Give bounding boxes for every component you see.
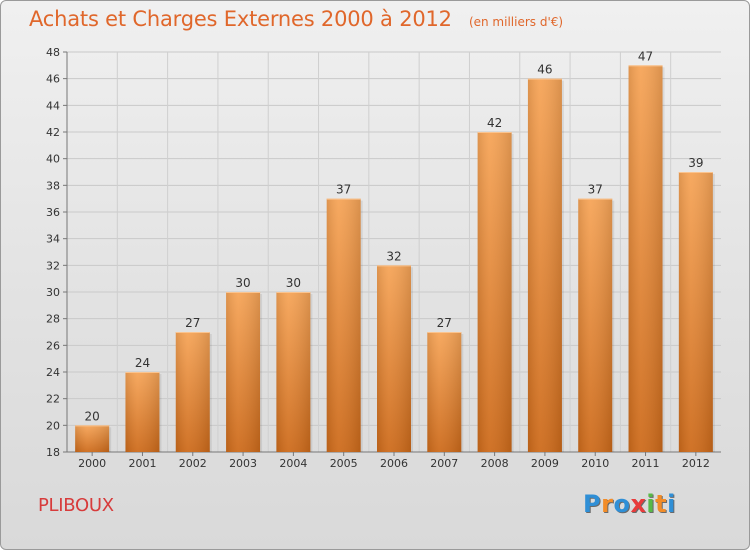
chart-unit-label: (en milliers d'€) [468,15,564,29]
logo-letter: t [655,490,668,518]
data-label: 39 [688,156,703,170]
bar-shading [477,132,512,452]
x-tick-label: 2002 [179,457,207,470]
x-tick-label: 2006 [380,457,408,470]
bar-shading [175,332,210,452]
data-label: 37 [336,183,351,197]
y-tick-label: 28 [46,313,60,326]
x-tick-label: 2008 [481,457,509,470]
x-tick-label: 2003 [229,457,257,470]
y-tick-label: 20 [46,419,60,432]
logo-letter: r [601,490,614,518]
bar-shading [276,292,311,452]
y-tick-label: 32 [46,259,60,272]
labels: 18 20 22 24 26 28 30 32 34 36 38 40 42 44 46 48 20 2000 24… [46,46,710,470]
y-tick-label: 48 [46,46,60,59]
y-tick-label: 36 [46,206,60,219]
bar-shading [75,425,110,452]
data-label: 20 [85,409,100,423]
y-tick-label: 30 [46,286,60,299]
y-tick-label: 44 [46,99,60,112]
x-tick-label: 2000 [78,457,106,470]
x-tick-label: 2007 [430,457,458,470]
y-tick-label: 38 [46,179,60,192]
proxiti-logo: Proxiti [583,490,676,518]
chart-title: Achats et Charges Externes 2000 à 2012 [29,7,452,31]
data-label: 37 [588,183,603,197]
bar-shading [427,332,462,452]
data-label: 42 [487,116,502,130]
data-label: 30 [286,276,301,290]
location-label: PLIBOUX [38,495,114,516]
logo-letter: x [630,490,647,518]
y-tick-label: 24 [46,366,60,379]
y-tick-label: 34 [46,233,60,246]
y-tick-label: 40 [46,153,60,166]
logo-letter: i [667,490,676,518]
bar-shading [326,198,361,452]
data-label: 30 [235,276,250,290]
logo-letter: o [613,490,631,518]
y-tick-label: 46 [46,73,60,86]
logo-letter: P [583,490,602,518]
y-tick-label: 18 [46,446,60,459]
x-tick-label: 2004 [279,457,307,470]
x-tick-label: 2005 [330,457,358,470]
bars [75,65,715,453]
bar-shading [226,292,261,452]
logo-letter: i [646,490,656,518]
data-label: 27 [437,316,452,330]
bar-shading [628,65,663,452]
data-label: 24 [135,356,150,370]
x-tick-label: 2001 [128,457,156,470]
data-label: 47 [638,49,653,63]
bar-shading [125,372,160,452]
bar-shading [527,78,562,453]
x-tick-label: 2010 [581,457,609,470]
data-label: 46 [537,63,552,77]
y-tick-label: 42 [46,126,60,139]
data-label: 27 [185,316,200,330]
y-tick-label: 26 [46,339,60,352]
bar-shading [578,198,613,452]
y-tick-label: 22 [46,393,60,406]
bar-shading [377,265,411,452]
x-tick-label: 2012 [682,457,710,470]
x-tick-label: 2009 [531,457,559,470]
data-label: 32 [386,249,401,263]
title-row: Achats et Charges Externes 2000 à 2012 (… [29,7,563,31]
bar-shading [678,172,713,452]
x-tick-label: 2011 [632,457,660,470]
